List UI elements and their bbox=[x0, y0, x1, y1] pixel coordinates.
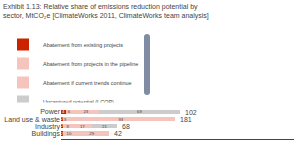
svg-text:68: 68 bbox=[122, 123, 130, 130]
svg-text:10: 10 bbox=[67, 131, 72, 136]
svg-text:Power: Power bbox=[40, 108, 61, 115]
svg-text:181: 181 bbox=[180, 116, 192, 123]
svg-text:69: 69 bbox=[137, 109, 142, 114]
svg-text:Buildings: Buildings bbox=[32, 130, 61, 138]
svg-text:Abatement from existing projec: Abatement from existing projects bbox=[43, 42, 123, 48]
svg-text:2: 2 bbox=[61, 117, 63, 121]
svg-text:23: 23 bbox=[83, 109, 88, 114]
svg-text:102: 102 bbox=[185, 109, 197, 116]
svg-text:8: 8 bbox=[67, 124, 70, 129]
svg-text:Exhibit 1.13: Relative share o: Exhibit 1.13: Relative share of emission… bbox=[3, 3, 209, 20]
svg-text:Abatement from projects in the: Abatement from projects in the pipeline bbox=[43, 61, 138, 67]
svg-text:Abatement if current trends co: Abatement if current trends continue bbox=[43, 80, 132, 86]
svg-text:2: 2 bbox=[61, 124, 63, 128]
svg-text:6: 6 bbox=[68, 109, 71, 114]
svg-text:Industry: Industry bbox=[35, 123, 60, 131]
svg-text:29: 29 bbox=[89, 131, 94, 136]
svg-text:42: 42 bbox=[114, 130, 122, 137]
svg-text:17: 17 bbox=[80, 124, 85, 129]
svg-text:Uncaptured potential (LCOP): Uncaptured potential (LCOP) bbox=[43, 99, 114, 103]
svg-text:93: 93 bbox=[118, 117, 123, 122]
svg-text:Land use & waste: Land use & waste bbox=[4, 116, 60, 123]
svg-text:2: 2 bbox=[61, 132, 63, 136]
svg-text:4: 4 bbox=[62, 109, 65, 114]
svg-text:21: 21 bbox=[102, 124, 107, 129]
svg-text:3: 3 bbox=[64, 117, 67, 122]
